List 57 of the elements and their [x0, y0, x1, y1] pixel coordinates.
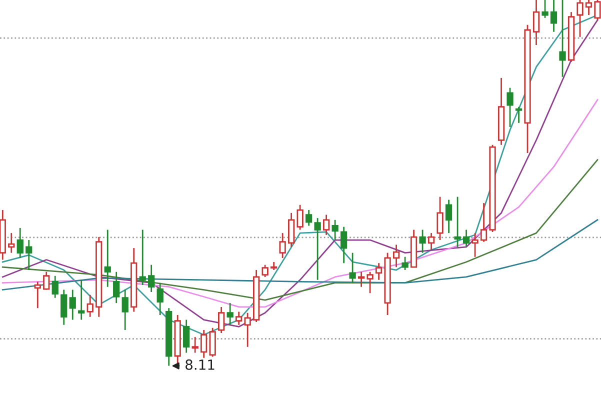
candlestick — [148, 264, 155, 293]
candlestick — [200, 329, 208, 359]
candlestick — [332, 219, 338, 241]
candlestick — [419, 229, 426, 254]
candlestick — [532, 0, 540, 46]
candlestick — [139, 229, 146, 286]
candlestick — [69, 289, 76, 320]
candlestick — [314, 217, 321, 281]
candlestick — [366, 271, 374, 294]
candlestick — [305, 209, 312, 226]
annotation: 8.11 — [186, 359, 214, 370]
candlestick — [462, 229, 470, 248]
candlestick — [43, 271, 50, 290]
candlestick — [358, 271, 365, 288]
candlestick — [559, 0, 566, 78]
candlestick — [349, 252, 356, 284]
candlestick — [209, 327, 216, 358]
candlestick — [26, 239, 32, 271]
candlestick — [340, 226, 348, 264]
candlestick — [585, 0, 592, 16]
candlestick — [279, 232, 286, 259]
candlestick — [288, 212, 295, 248]
candlestick — [262, 264, 268, 278]
candlestick — [122, 289, 128, 331]
candlestick — [218, 306, 225, 334]
candlestick — [183, 319, 190, 354]
candlestick — [594, 0, 601, 21]
candlestick — [428, 232, 435, 251]
candlestick — [156, 282, 164, 316]
candlestick — [296, 204, 304, 230]
candlestick — [8, 232, 15, 254]
candlestick — [550, 0, 558, 33]
candlestick — [436, 196, 444, 241]
candlestick — [480, 202, 488, 243]
candlestick — [445, 199, 452, 234]
candlestick — [506, 87, 514, 128]
candlestick — [16, 227, 24, 259]
candlestick — [576, 0, 584, 38]
candlestick — [86, 294, 94, 318]
candlestick — [375, 262, 382, 281]
candlestick — [472, 232, 478, 258]
candlestick — [392, 244, 400, 268]
candlestick — [78, 279, 85, 320]
candlestick — [244, 312, 251, 348]
candlestick — [192, 336, 198, 354]
candlestick — [322, 214, 330, 236]
candlestick — [34, 281, 41, 309]
candlestick — [402, 256, 408, 271]
candlestick — [542, 0, 548, 19]
candlestick — [236, 311, 242, 326]
candlestick — [454, 196, 461, 248]
candlestick — [104, 229, 111, 288]
candlestick — [515, 106, 522, 124]
candlestick — [52, 275, 58, 299]
candlestick — [113, 271, 120, 304]
candlestick — [60, 289, 68, 326]
candlestick — [226, 302, 234, 326]
